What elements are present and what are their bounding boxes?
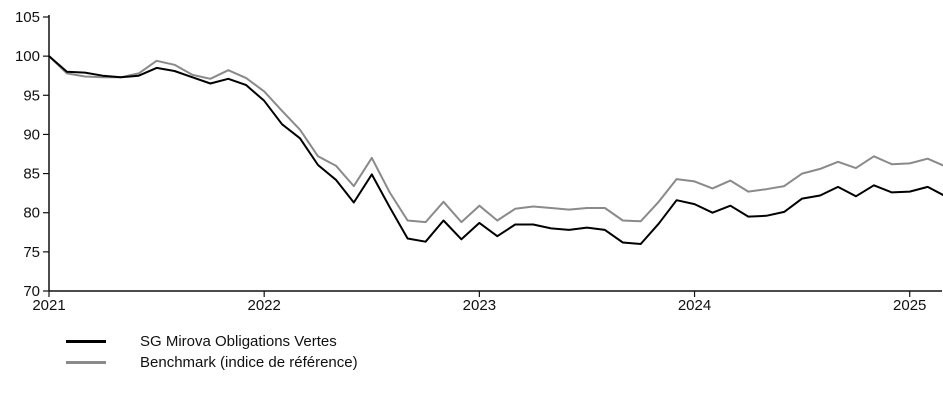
series-layer bbox=[48, 55, 943, 245]
y-tick-label: 95 bbox=[23, 87, 40, 104]
legend-swatch-fund bbox=[66, 340, 106, 343]
series-line-fund bbox=[48, 55, 943, 245]
y-tick-label: 80 bbox=[23, 205, 40, 222]
line-chart: 70 75 80 85 90 95 100 105 2021 2022 2023 2024 2025 bbox=[15, 9, 943, 314]
x-tick-label: 2021 bbox=[32, 297, 65, 314]
x-tick-label: 2023 bbox=[463, 297, 496, 314]
legend-item-benchmark: Benchmark (indice de référence) bbox=[66, 352, 358, 373]
series-line-benchmark bbox=[48, 55, 943, 224]
axes bbox=[48, 15, 942, 292]
x-tick-label: 2025 bbox=[893, 297, 926, 314]
y-tick-label: 105 bbox=[15, 9, 40, 26]
legend-label-fund: SG Mirova Obligations Vertes bbox=[140, 333, 337, 350]
y-tick-label: 85 bbox=[23, 166, 40, 183]
legend-swatch-benchmark bbox=[66, 361, 106, 364]
y-tick-label: 100 bbox=[15, 48, 40, 65]
y-tick-label: 70 bbox=[23, 283, 40, 300]
x-tick-label: 2022 bbox=[247, 297, 280, 314]
y-tick-label: 75 bbox=[23, 244, 40, 261]
x-tick-label: 2024 bbox=[678, 297, 711, 314]
y-tick-label: 90 bbox=[23, 126, 40, 143]
legend-label-benchmark: Benchmark (indice de référence) bbox=[140, 354, 358, 371]
tick-layer: 70 75 80 85 90 95 100 105 2021 2022 2023 2024 2025 bbox=[15, 9, 926, 314]
legend: SG Mirova Obligations Vertes Benchmark (… bbox=[66, 331, 358, 373]
legend-item-fund: SG Mirova Obligations Vertes bbox=[66, 331, 358, 352]
